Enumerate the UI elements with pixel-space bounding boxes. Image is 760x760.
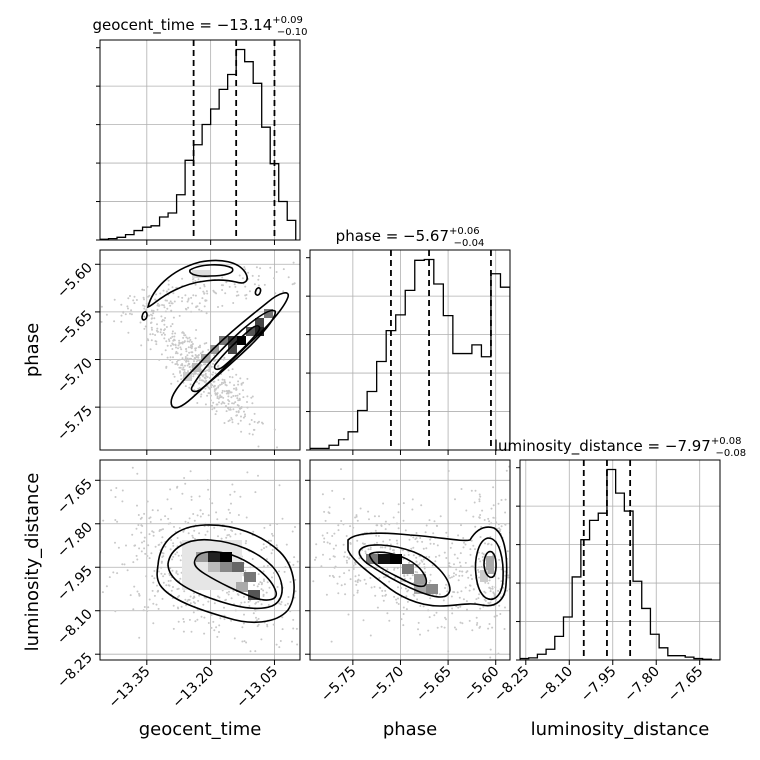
- density-cell: [232, 562, 244, 572]
- axis-labels: phase luminosity_distance geocent_time p…: [22, 323, 709, 740]
- hist-luminosity-distance-panel: [516, 459, 721, 661]
- title-phase: phase = −5.67+0.06 −0.04: [336, 226, 485, 249]
- hist-geocent-time-panel: [96, 39, 301, 241]
- y-tick-label: −7.80: [54, 519, 96, 561]
- contour-small-right: [254, 287, 262, 296]
- density-cell: [210, 345, 219, 354]
- x-tick-label: −5.75: [318, 664, 360, 706]
- y-label-phase: phase: [22, 323, 43, 377]
- contour-inner: [368, 551, 428, 588]
- contour-outer: [347, 526, 508, 607]
- title-luminosity-distance: luminosity_distance = −7.97+0.08 −0.08: [494, 436, 746, 459]
- density-cell: [236, 582, 248, 592]
- x-tick-label: −13.35: [106, 664, 154, 712]
- density-cell: [414, 574, 426, 584]
- x-label-luminosity-distance: luminosity_distance: [531, 719, 710, 740]
- contour-outer: [156, 524, 295, 623]
- y-tick-label: −8.25: [54, 650, 96, 692]
- density-cell: [402, 564, 414, 574]
- x-tick-label: −7.95: [578, 664, 620, 706]
- contour-right-outer: [474, 537, 504, 600]
- density-cell: [220, 562, 232, 572]
- density-cell: [255, 318, 264, 327]
- scatter-phase-vs-luminosity-distance-panel: [309, 459, 511, 661]
- contour-outer-diagonal: [170, 292, 290, 409]
- histogram-step-luminosity-distance: [520, 468, 720, 660]
- scatter-geocent-time-vs-luminosity-distance-panel: [99, 459, 301, 661]
- x-label-geocent-time: geocent_time: [139, 719, 262, 740]
- density-cell: [390, 554, 402, 564]
- contour-inner-diagonal: [213, 325, 261, 371]
- histogram-step-geocent-time: [100, 48, 297, 240]
- density-cell: [246, 327, 255, 336]
- contour-small-left: [141, 311, 148, 321]
- y-tick-label: −5.65: [54, 307, 96, 349]
- density-cell: [208, 562, 220, 572]
- density-cell: [378, 554, 390, 564]
- y-tick-label: −5.60: [54, 260, 96, 302]
- y-tick-label: −5.75: [54, 403, 96, 445]
- density-cell: [237, 336, 246, 345]
- contour-outer-arc: [146, 259, 248, 309]
- density-cell: [264, 309, 273, 318]
- density-cell: [196, 552, 208, 562]
- x-tick-label: −13.20: [170, 664, 218, 712]
- density-cell: [244, 572, 256, 582]
- contour-mid: [358, 544, 451, 598]
- contour-mid-arc: [188, 264, 234, 277]
- density-cell: [486, 556, 494, 574]
- contour-inner: [193, 550, 278, 601]
- y-tick-label: −8.10: [54, 606, 96, 648]
- x-tick-label: −5.65: [413, 664, 455, 706]
- density-cells: [182, 540, 260, 600]
- density-cell: [248, 590, 260, 600]
- density-cell: [480, 570, 488, 582]
- y-label-luminosity-distance: luminosity_distance: [22, 473, 43, 652]
- scatter-geocent-time-vs-phase-panel: [99, 249, 301, 451]
- density-cell: [426, 584, 438, 594]
- x-tick-label: −5.70: [366, 664, 408, 706]
- density-cell: [228, 345, 237, 354]
- y-tick-label: −7.95: [54, 563, 96, 605]
- x-tick-label: −7.80: [621, 664, 663, 706]
- contour-mid-diagonal: [190, 309, 276, 393]
- x-label-phase: phase: [383, 719, 437, 740]
- density-cell: [201, 354, 210, 363]
- contour-right-inner: [483, 550, 497, 579]
- density-cell: [220, 552, 232, 562]
- hist-phase-panel: [306, 249, 511, 451]
- density-cell: [255, 327, 264, 336]
- title-geocent-time: geocent_time = −13.14+0.09 −0.10: [92, 15, 307, 38]
- y-tick-label: −7.65: [54, 476, 96, 518]
- y-tick-label: −5.70: [54, 355, 96, 397]
- density-cell: [228, 336, 237, 345]
- histogram-step-phase: [310, 258, 510, 450]
- contour-mid: [167, 539, 283, 610]
- x-tick-label: −8.10: [534, 664, 576, 706]
- density-cell: [192, 270, 210, 278]
- x-tick-label: −13.05: [233, 664, 281, 712]
- titles: geocent_time = −13.14+0.09 −0.10 phase = …: [92, 15, 746, 459]
- x-tick-label: −7.65: [665, 664, 707, 706]
- density-cell: [414, 584, 426, 594]
- density-cell: [208, 552, 220, 562]
